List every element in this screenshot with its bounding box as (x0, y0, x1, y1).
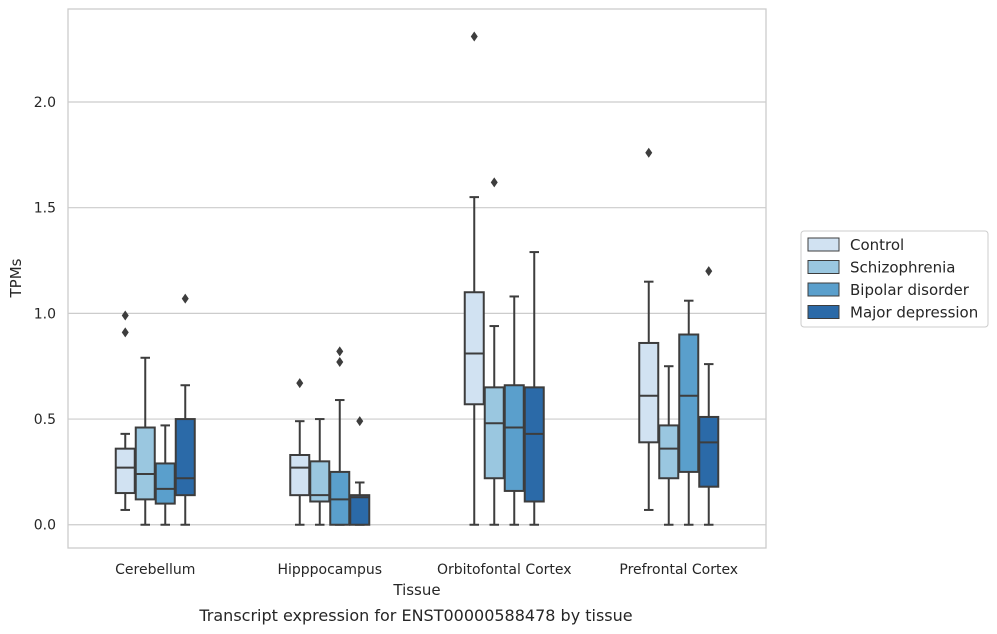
box-group (349, 416, 371, 526)
box (658, 424, 680, 480)
y-tick-label: 0.0 (34, 518, 56, 534)
legend-label: Schizophrenia (850, 259, 955, 277)
legend-label: Bipolar disorder (850, 281, 970, 299)
box-group (638, 147, 660, 511)
legend-swatch (807, 260, 840, 274)
outlier-point (121, 310, 129, 321)
box (678, 333, 700, 473)
y-tick-label: 2.0 (34, 95, 56, 111)
outlier-point (181, 293, 189, 304)
box-group (503, 295, 525, 526)
legend-swatch (807, 305, 840, 319)
box (503, 384, 525, 492)
x-tick-label: Hipppocampus (277, 562, 382, 578)
x-tick-label: Prefrontal Cortex (619, 562, 738, 578)
outlier-point (645, 147, 653, 158)
legend-swatch (807, 282, 840, 297)
outlier-point (356, 416, 364, 427)
outlier-point (296, 378, 304, 389)
outlier-point (490, 177, 498, 188)
outlier-point (336, 346, 344, 357)
box-group (134, 356, 156, 526)
box-group (463, 31, 485, 526)
outlier-point (705, 266, 713, 277)
box-group (174, 293, 196, 526)
legend-label: Major depression (850, 304, 978, 322)
legend-label: Control (850, 236, 904, 254)
legend-swatch (807, 237, 840, 252)
box (698, 415, 720, 488)
box-group (483, 177, 505, 526)
box (523, 386, 545, 503)
box-group (309, 418, 331, 526)
plot-frame (67, 8, 767, 549)
box-group (289, 378, 311, 526)
box-group (523, 251, 545, 526)
outlier-point (470, 31, 478, 42)
y-tick-label: 1.0 (34, 306, 56, 322)
box (483, 386, 505, 480)
outlier-point (121, 327, 129, 338)
box (463, 291, 485, 406)
box-group (658, 365, 680, 526)
y-tick-labels: 0.0 0.5 1.0 1.5 2.0 (34, 95, 56, 534)
box (289, 453, 311, 497)
figure-caption: Transcript expression for ENST0000058847… (199, 606, 633, 625)
box (349, 494, 371, 526)
box-group (114, 310, 136, 511)
x-tick-labels: Cerebellum Hipppocampus Orbitofontal Corte… (115, 562, 738, 578)
box-group (678, 299, 700, 526)
x-tick-label: Orbitofontal Cortex (437, 562, 572, 578)
legend: Control Schizophrenia Bipolar disorder Majo… (800, 230, 989, 328)
box (114, 447, 136, 495)
outlier-point (336, 356, 344, 367)
x-tick-label: Cerebellum (115, 562, 195, 578)
box (638, 341, 660, 444)
legend-frame (800, 230, 989, 328)
box-groups (114, 31, 720, 526)
box (174, 418, 196, 497)
x-axis-title: Tissue (392, 581, 440, 599)
y-axis-title: TPMs (7, 258, 25, 298)
box-group (329, 346, 351, 526)
y-tick-label: 0.5 (34, 412, 56, 428)
y-tick-label: 1.5 (34, 201, 56, 217)
box-group (154, 424, 176, 526)
box (134, 426, 156, 501)
box-group (698, 266, 720, 526)
box (154, 462, 176, 505)
box (329, 470, 351, 526)
